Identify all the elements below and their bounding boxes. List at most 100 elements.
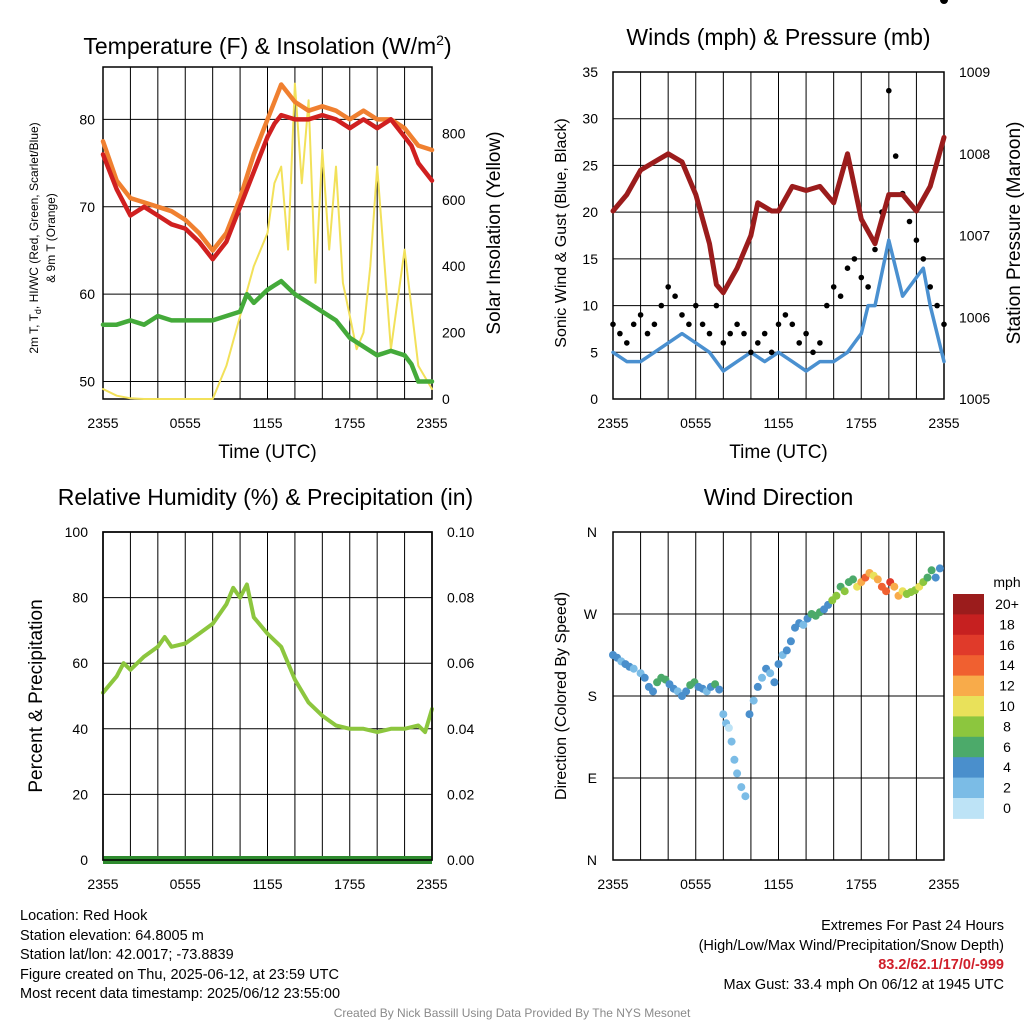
- gust-point: [699, 321, 706, 328]
- gust-point: [617, 330, 623, 337]
- colorbar-cell: [953, 594, 984, 615]
- direction-point: [935, 564, 944, 573]
- gust-point: [941, 321, 947, 328]
- x-tick-label: 2355: [597, 876, 628, 892]
- plot-frame: [102, 66, 433, 400]
- chart-title: Wind Direction: [704, 484, 854, 510]
- direction-point: [840, 587, 849, 596]
- direction-point: [649, 687, 657, 696]
- y-right-tick-label: 0: [442, 391, 450, 407]
- direction-point: [882, 587, 891, 596]
- y-tick-label: 35: [582, 64, 598, 80]
- colorbar-label: 18: [999, 616, 1015, 632]
- y-tick-label: 10: [582, 298, 598, 314]
- x-tick-label: 2355: [416, 415, 447, 431]
- colorbar-label: 20+: [995, 596, 1019, 612]
- direction-point: [733, 769, 742, 778]
- y-right-tick-label: 1006: [959, 309, 990, 325]
- gust-point: [886, 87, 892, 94]
- direction-point: [745, 710, 754, 719]
- y-tick-label: 5: [590, 344, 598, 360]
- colorbar-label: 6: [1003, 739, 1011, 755]
- colorbar-cell: [953, 777, 984, 799]
- direction-point: [782, 646, 791, 655]
- series-line-2-0: [101, 582, 434, 735]
- gust-point: [851, 256, 858, 262]
- colorbar-label: 0: [1003, 800, 1011, 816]
- gust-point: [665, 284, 671, 290]
- direction-point: [753, 682, 762, 691]
- x-tick-label: 2355: [928, 415, 959, 431]
- y-tick-label: 25: [582, 157, 598, 173]
- y-tick-label: 30: [582, 111, 598, 127]
- direction-point: [849, 575, 857, 584]
- y-right-tick-label: 800: [442, 125, 466, 141]
- direction-point: [799, 620, 808, 629]
- gust-point: [934, 302, 940, 309]
- gust-point: [789, 321, 796, 328]
- gust-point: [782, 312, 789, 318]
- gust-point: [768, 349, 775, 356]
- y-tick-label: 20: [582, 204, 598, 220]
- y-right-tick-label: 0.08: [447, 590, 474, 606]
- gust-point: [810, 349, 816, 356]
- x-tick-label: 1755: [334, 876, 365, 892]
- gust-point: [892, 153, 899, 159]
- direction-point: [890, 582, 899, 591]
- y-tick-label: 70: [79, 199, 95, 215]
- colorbar-cell: [953, 736, 984, 758]
- gust-point: [734, 321, 740, 328]
- direction-point: [719, 710, 728, 719]
- colorbar-cell: [953, 798, 984, 819]
- series-line-0-3: [102, 82, 433, 400]
- y-right-tick-label: 600: [442, 192, 466, 208]
- direction-point: [940, 0, 948, 4]
- gust-point: [610, 321, 616, 328]
- y-tick-label: N: [587, 524, 597, 540]
- series-line-0-0: [100, 82, 435, 253]
- x-axis-label: Time (UTC): [218, 442, 317, 463]
- gust-point: [741, 330, 747, 337]
- chart-title: Temperature (F) & Insolation (W/m2): [83, 32, 451, 59]
- gust-point: [693, 302, 699, 309]
- direction-point: [923, 573, 932, 582]
- x-tick-label: 2355: [87, 876, 118, 892]
- y-tick-label: 40: [72, 721, 88, 737]
- y-tick-label: 60: [72, 655, 88, 671]
- gust-point: [644, 330, 651, 337]
- colorbar-title: mph: [993, 574, 1020, 590]
- gust-point: [796, 340, 802, 346]
- gust-point: [637, 312, 644, 318]
- x-tick-label: 2355: [928, 876, 959, 892]
- y-right-tick-label: 400: [442, 258, 466, 274]
- gust-point: [630, 321, 637, 328]
- colorbar-cell: [953, 675, 984, 697]
- x-tick-label: 2355: [597, 415, 628, 431]
- gust-point: [817, 340, 823, 346]
- x-tick-label: 1755: [334, 415, 365, 431]
- y-axis-label: Direction (Colored By Speed): [553, 592, 570, 800]
- x-tick-label: 1155: [763, 415, 793, 431]
- gust-point: [686, 321, 692, 328]
- colorbar-label: 4: [1003, 759, 1011, 775]
- gust-point: [761, 330, 768, 337]
- gust-point: [872, 246, 878, 253]
- direction-point: [927, 566, 936, 575]
- y-tick-label: 80: [72, 590, 88, 606]
- gust-point: [844, 265, 851, 272]
- extremes-subtitle: (High/Low/Max Wind/Precipitation/Snow De…: [698, 937, 1004, 954]
- gust-point: [837, 293, 844, 300]
- latlon-text: Station lat/lon: 42.0017; -73.8839: [20, 947, 234, 963]
- gust-point: [927, 284, 933, 290]
- y-axis-label: Sonic Wind & Gust (Blue, Black): [553, 118, 570, 347]
- gust-point: [920, 256, 927, 262]
- y-tick-label: 50: [79, 374, 95, 390]
- y-right-tick-label: 200: [442, 325, 466, 341]
- colorbar-label: 12: [999, 678, 1015, 694]
- colorbar-cell: [953, 655, 984, 677]
- x-tick-label: 2355: [416, 876, 447, 892]
- direction-point: [629, 664, 638, 673]
- gust-point: [775, 321, 782, 328]
- y-tick-label: N: [587, 852, 597, 868]
- y-right-tick-label: 1008: [959, 146, 990, 162]
